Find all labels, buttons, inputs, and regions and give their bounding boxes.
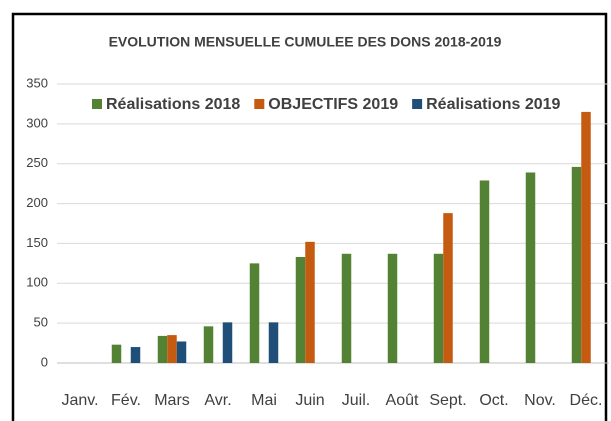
bar bbox=[341, 253, 352, 363]
legend-label: Réalisations 2018 bbox=[106, 96, 240, 113]
bar bbox=[443, 213, 453, 363]
x-tick-label: Janv. bbox=[61, 392, 98, 409]
legend-swatch bbox=[92, 99, 102, 109]
y-tick-label: 250 bbox=[26, 155, 48, 170]
bar bbox=[203, 326, 214, 363]
y-tick-label: 0 bbox=[41, 354, 48, 369]
legend-swatch bbox=[412, 99, 423, 109]
bar bbox=[268, 322, 279, 363]
x-tick-label: Déc. bbox=[570, 392, 603, 409]
x-tick-label: Oct. bbox=[479, 392, 508, 409]
bar bbox=[176, 341, 187, 363]
x-tick-label: Fév. bbox=[111, 392, 141, 409]
y-tick-label: 350 bbox=[26, 75, 48, 90]
x-tick-label: Sept. bbox=[429, 392, 466, 409]
legend-label: OBJECTIFS 2019 bbox=[268, 96, 398, 113]
x-tick-label: Avr. bbox=[204, 392, 231, 409]
bar bbox=[111, 344, 122, 363]
legend-swatch bbox=[254, 99, 265, 109]
x-tick-label: Nov. bbox=[524, 392, 556, 409]
y-tick-label: 200 bbox=[26, 195, 48, 210]
bar bbox=[157, 335, 168, 363]
frame bbox=[11, 12, 608, 421]
bar bbox=[249, 263, 260, 363]
y-tick-label: 150 bbox=[26, 235, 48, 250]
y-tick-label: 300 bbox=[26, 115, 48, 130]
bar bbox=[433, 253, 444, 363]
bar bbox=[130, 347, 141, 363]
bar bbox=[222, 322, 233, 363]
x-tick-label: Mai bbox=[251, 392, 277, 409]
bar bbox=[387, 253, 398, 363]
bar bbox=[581, 111, 591, 364]
bar bbox=[525, 172, 536, 363]
x-tick-label: Mars bbox=[154, 392, 190, 409]
bar bbox=[571, 166, 582, 363]
y-tick-label: 100 bbox=[26, 275, 48, 290]
bar bbox=[295, 256, 306, 363]
x-tick-label: Juil. bbox=[342, 392, 370, 409]
y-tick-label: 50 bbox=[34, 315, 48, 330]
chart-title: EVOLUTION MENSUELLE CUMULEE DES DONS 201… bbox=[109, 34, 502, 50]
bar bbox=[305, 241, 315, 363]
x-tick-label: Juin bbox=[295, 392, 324, 409]
x-tick-label: Août bbox=[386, 392, 419, 409]
legend-label: Réalisations 2019 bbox=[426, 96, 560, 113]
bar bbox=[167, 335, 177, 363]
bar bbox=[479, 180, 490, 363]
